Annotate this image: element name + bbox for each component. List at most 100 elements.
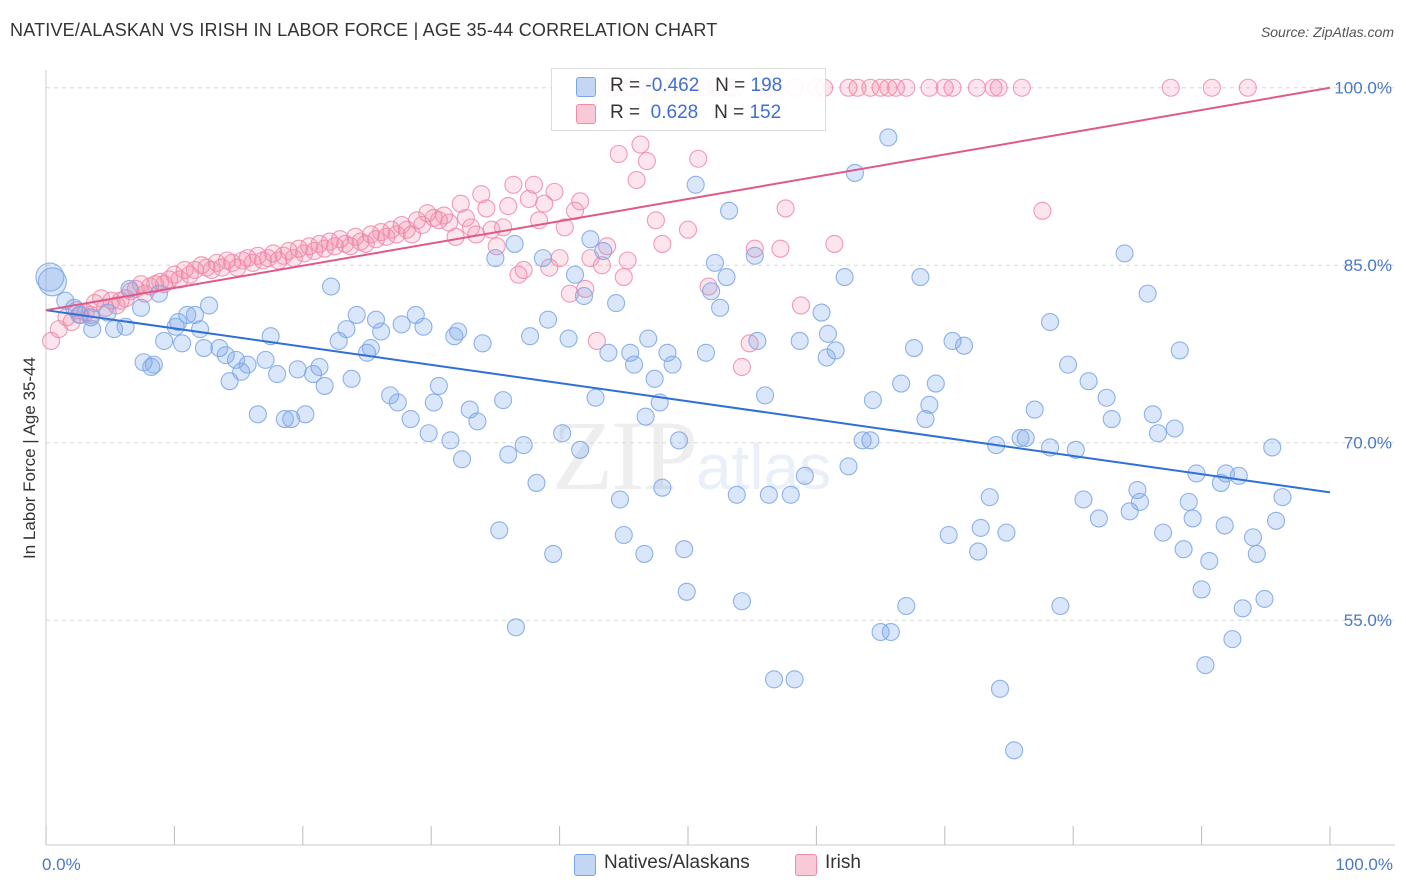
point-natives [310,357,329,377]
point-natives [1255,589,1274,608]
point-natives [1143,405,1162,424]
point-natives [955,336,974,355]
point-natives [625,355,644,374]
point-natives [381,386,400,405]
point-natives [429,376,448,395]
point-natives [1005,741,1024,760]
source-label: Source: ZipAtlas.com [1260,24,1394,40]
point-natives [916,409,935,429]
point-natives [1128,480,1147,500]
grid-lines [46,87,1395,621]
point-natives [173,334,192,353]
stats-legend: R = -0.462 N = 198 R = 0.628 N = 152 [551,68,826,131]
point-natives [1179,492,1198,511]
point-natives [653,478,672,497]
point-natives [372,322,391,341]
point-natives [83,320,102,339]
point-natives [1130,492,1150,511]
point-natives [238,355,257,374]
point-natives [720,201,739,220]
point-natives [1192,580,1211,599]
legend-swatch-pink [795,854,817,876]
point-natives [521,327,540,346]
point-natives [131,298,151,317]
point-natives [56,291,75,310]
point-natives [392,315,411,334]
point-irish [618,251,637,270]
point-irish [825,234,844,253]
point-natives [610,490,629,509]
point-irish [504,175,523,194]
point-natives [494,391,513,410]
point-natives [565,265,585,284]
point-irish [732,357,751,377]
point-irish [571,192,590,211]
point-natives [414,317,433,336]
point-natives [645,369,664,388]
point-natives [366,310,386,329]
point-natives [533,249,552,268]
point-irish [886,78,906,97]
point-irish [413,215,432,235]
point-natives [1097,388,1116,407]
point-natives [361,339,380,358]
point-natives [1059,355,1078,374]
point-irish [871,78,890,97]
point-natives [288,360,307,379]
point-irish [609,144,628,164]
point-natives [1273,488,1292,507]
point-irish [943,78,962,97]
point-natives [178,305,197,324]
legend-r-label: R = [610,75,641,96]
point-natives [764,670,784,689]
point-natives [1051,596,1070,616]
point-irish [646,211,665,230]
point-natives [586,388,605,407]
point-natives [216,346,235,365]
x-tick-label: 100.0% [1335,855,1393,874]
point-natives [1138,284,1157,303]
point-natives [1148,424,1167,443]
point-natives [705,253,725,272]
point-natives [169,312,188,332]
point-natives [1074,490,1093,509]
point-natives [1165,419,1184,438]
legend-stats-irish: R = 0.628 N = 152 [610,102,781,124]
point-natives [926,374,945,393]
point-natives [449,322,468,341]
y-axis-title: In Labor Force | Age 35-44 [20,357,39,559]
point-natives [486,249,505,268]
point-irish [592,256,612,275]
point-natives [1102,409,1121,429]
legend-r-value: -0.462 [645,75,700,96]
legend-label-irish: Irish [825,852,861,873]
point-irish [451,194,470,213]
legend-n-label: N = [714,102,745,123]
point-natives [200,296,219,315]
point-irish [653,234,672,253]
legend-swatch-blue [576,77,596,97]
point-irish [967,78,986,97]
point-natives [1215,516,1234,535]
point-natives [990,679,1010,698]
point-natives [911,268,930,287]
point-natives [980,488,999,507]
point-natives [1154,523,1173,542]
point-natives [686,175,705,194]
point-natives [1079,372,1098,391]
point-natives [826,341,845,360]
point-natives [256,350,275,369]
legend-swatch-blue [574,854,596,876]
point-natives [711,298,730,317]
point-natives [304,365,323,384]
point-natives [1243,528,1263,547]
point-natives [658,343,677,362]
point-irish [356,234,375,253]
point-natives [755,386,775,405]
point-natives [581,230,600,249]
point-natives [920,395,939,414]
point-natives [296,405,315,424]
point-natives [538,310,558,329]
tick-labels: 55.0% 70.0% 85.0% 100.0% 0.0% 100.0% [42,79,1393,874]
